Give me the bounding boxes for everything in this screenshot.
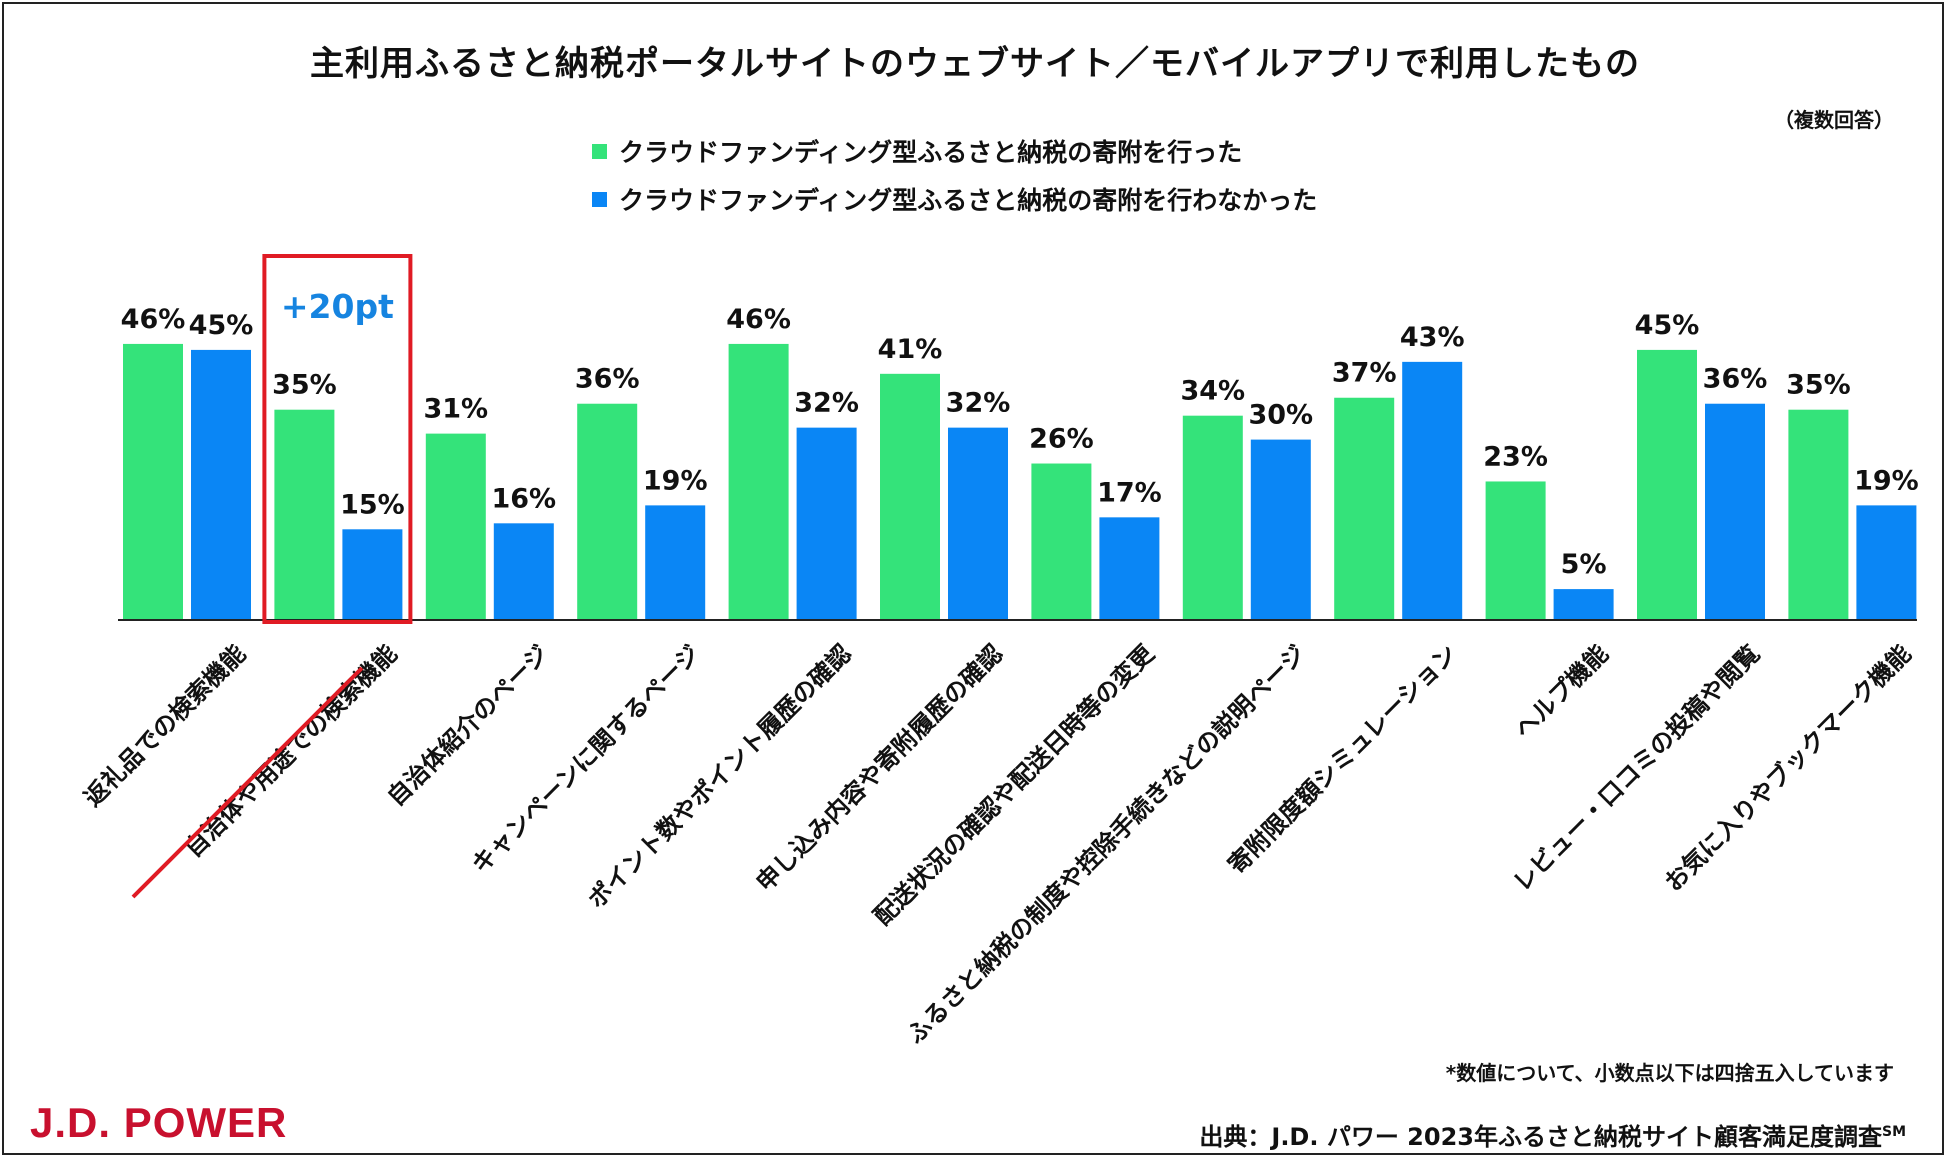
bar-donated-7 [1182,415,1243,619]
value-label-not-donated-11: 19% [1854,465,1919,496]
bar-not-donated-7 [1250,439,1311,619]
bar-not-donated-5 [948,427,1008,619]
value-label-not-donated-8: 43% [1400,322,1465,353]
value-label-not-donated-1: 15% [340,489,405,520]
value-label-donated-11: 35% [1786,370,1851,401]
value-label-donated-6: 26% [1029,424,1094,455]
rounding-footnote: *数値について、小数点以下は四捨五入しています [1445,1061,1894,1085]
bar-donated-1 [274,409,335,619]
category-label-6: 配送状況の確認や配送日時等の変更 [868,639,1160,931]
bar-not-donated-4 [796,427,857,619]
legend-item-not-donated: クラウドファンディング型ふるさと納税の寄附を行わなかった [592,181,1317,217]
bar-not-donated-2 [493,523,554,619]
difference-annotation: +20pt [281,287,394,326]
bar-donated-3 [577,403,638,619]
bar-donated-4 [728,343,789,619]
bar-not-donated-0 [191,349,251,619]
value-label-not-donated-5: 32% [946,388,1011,419]
bar-donated-5 [880,373,940,619]
category-label-5: 申し込み内容や寄附履歴の確認 [751,639,1008,896]
bar-donated-11 [1788,409,1849,619]
legend-item-donated: クラウドファンディング型ふるさと納税の寄附を行った [592,133,1242,169]
legend-swatch-green [592,143,607,159]
bar-not-donated-8 [1402,361,1463,619]
value-label-donated-8: 37% [1332,358,1397,389]
bar-not-donated-6 [1099,517,1160,619]
value-label-donated-0: 46% [121,304,186,335]
source-note: 出典：J.D. パワー 2023年ふるさと納税サイト顧客満足度調査SM [1199,1117,1906,1152]
category-label-9: ヘルプ機能 [1509,639,1614,744]
bar-donated-9 [1485,481,1546,619]
multiple-answers-note: （複数回答） [1774,108,1894,132]
value-label-donated-1: 35% [272,370,337,401]
value-label-not-donated-2: 16% [491,483,556,514]
source-text: 出典：J.D. パワー 2023年ふるさと納税サイト顧客満足度調査 [1199,1123,1882,1151]
value-label-not-donated-7: 30% [1248,400,1313,431]
legend-label: クラウドファンディング型ふるさと納税の寄附を行わなかった [619,186,1318,215]
value-label-donated-2: 31% [423,394,488,425]
value-label-donated-7: 34% [1180,376,1245,407]
service-mark: SM [1881,1124,1906,1140]
highlight-box [262,254,413,624]
value-label-donated-4: 46% [726,304,791,335]
bar-not-donated-3 [645,505,706,619]
value-label-not-donated-4: 32% [794,388,859,419]
value-label-donated-3: 36% [575,364,640,395]
value-label-donated-9: 23% [1483,441,1548,472]
legend-label: クラウドファンディング型ふるさと納税の寄附を行った [619,138,1243,167]
bar-not-donated-9 [1553,589,1614,619]
category-label-4: ポイント数やポイント履歴の確認 [582,639,856,913]
chart-title: 主利用ふるさと納税ポータルサイトのウェブサイト／モバイルアプリで利用したもの [310,44,1640,84]
value-label-not-donated-10: 36% [1703,364,1768,395]
category-label-0: 返礼品での検索機能 [79,639,252,812]
highlight-underline [131,666,364,899]
value-label-donated-5: 41% [878,334,943,365]
bar-donated-0 [123,343,183,619]
bar-not-donated-1 [342,529,403,619]
bar-donated-2 [425,433,486,619]
bar-not-donated-11 [1856,505,1917,619]
bar-not-donated-10 [1705,403,1765,619]
bar-donated-8 [1334,397,1395,619]
category-label-11: お気に入りやブックマーク機能 [1659,639,1916,896]
jd-power-logo: J.D. POWER [30,1099,288,1146]
value-label-not-donated-3: 19% [643,465,708,496]
value-label-not-donated-0: 45% [189,310,254,341]
value-label-not-donated-9: 5% [1561,549,1607,580]
value-label-donated-10: 45% [1635,310,1700,341]
category-label-2: 自治体紹介のページ [382,639,554,811]
bar-donated-10 [1637,349,1697,619]
bar-donated-6 [1031,463,1092,619]
value-label-not-donated-6: 17% [1097,477,1162,508]
legend-swatch-blue [592,191,607,207]
category-label-10: レビュー・口コミの投稿や閲覧 [1508,639,1765,896]
